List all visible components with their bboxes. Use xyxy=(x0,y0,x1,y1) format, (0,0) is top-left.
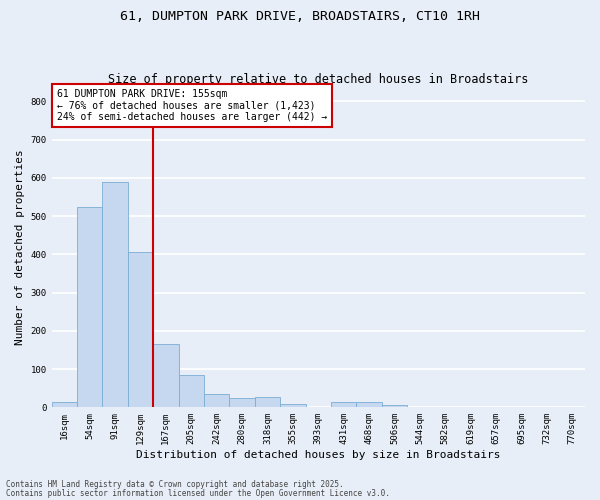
Bar xyxy=(229,398,255,407)
Bar xyxy=(356,402,382,407)
Text: 61, DUMPTON PARK DRIVE, BROADSTAIRS, CT10 1RH: 61, DUMPTON PARK DRIVE, BROADSTAIRS, CT1… xyxy=(120,10,480,23)
Title: Size of property relative to detached houses in Broadstairs: Size of property relative to detached ho… xyxy=(108,73,529,86)
Bar xyxy=(103,182,128,408)
Bar xyxy=(52,402,77,407)
Bar xyxy=(255,397,280,407)
Y-axis label: Number of detached properties: Number of detached properties xyxy=(15,149,25,344)
Bar xyxy=(153,344,179,408)
Bar xyxy=(128,252,153,408)
Text: Contains HM Land Registry data © Crown copyright and database right 2025.: Contains HM Land Registry data © Crown c… xyxy=(6,480,344,489)
Bar xyxy=(382,406,407,407)
Text: Contains public sector information licensed under the Open Government Licence v3: Contains public sector information licen… xyxy=(6,488,390,498)
Text: 61 DUMPTON PARK DRIVE: 155sqm
← 76% of detached houses are smaller (1,423)
24% o: 61 DUMPTON PARK DRIVE: 155sqm ← 76% of d… xyxy=(57,89,327,122)
X-axis label: Distribution of detached houses by size in Broadstairs: Distribution of detached houses by size … xyxy=(136,450,500,460)
Bar xyxy=(331,402,356,407)
Bar xyxy=(179,375,204,408)
Bar xyxy=(204,394,229,407)
Bar xyxy=(77,206,103,408)
Bar xyxy=(280,404,305,407)
